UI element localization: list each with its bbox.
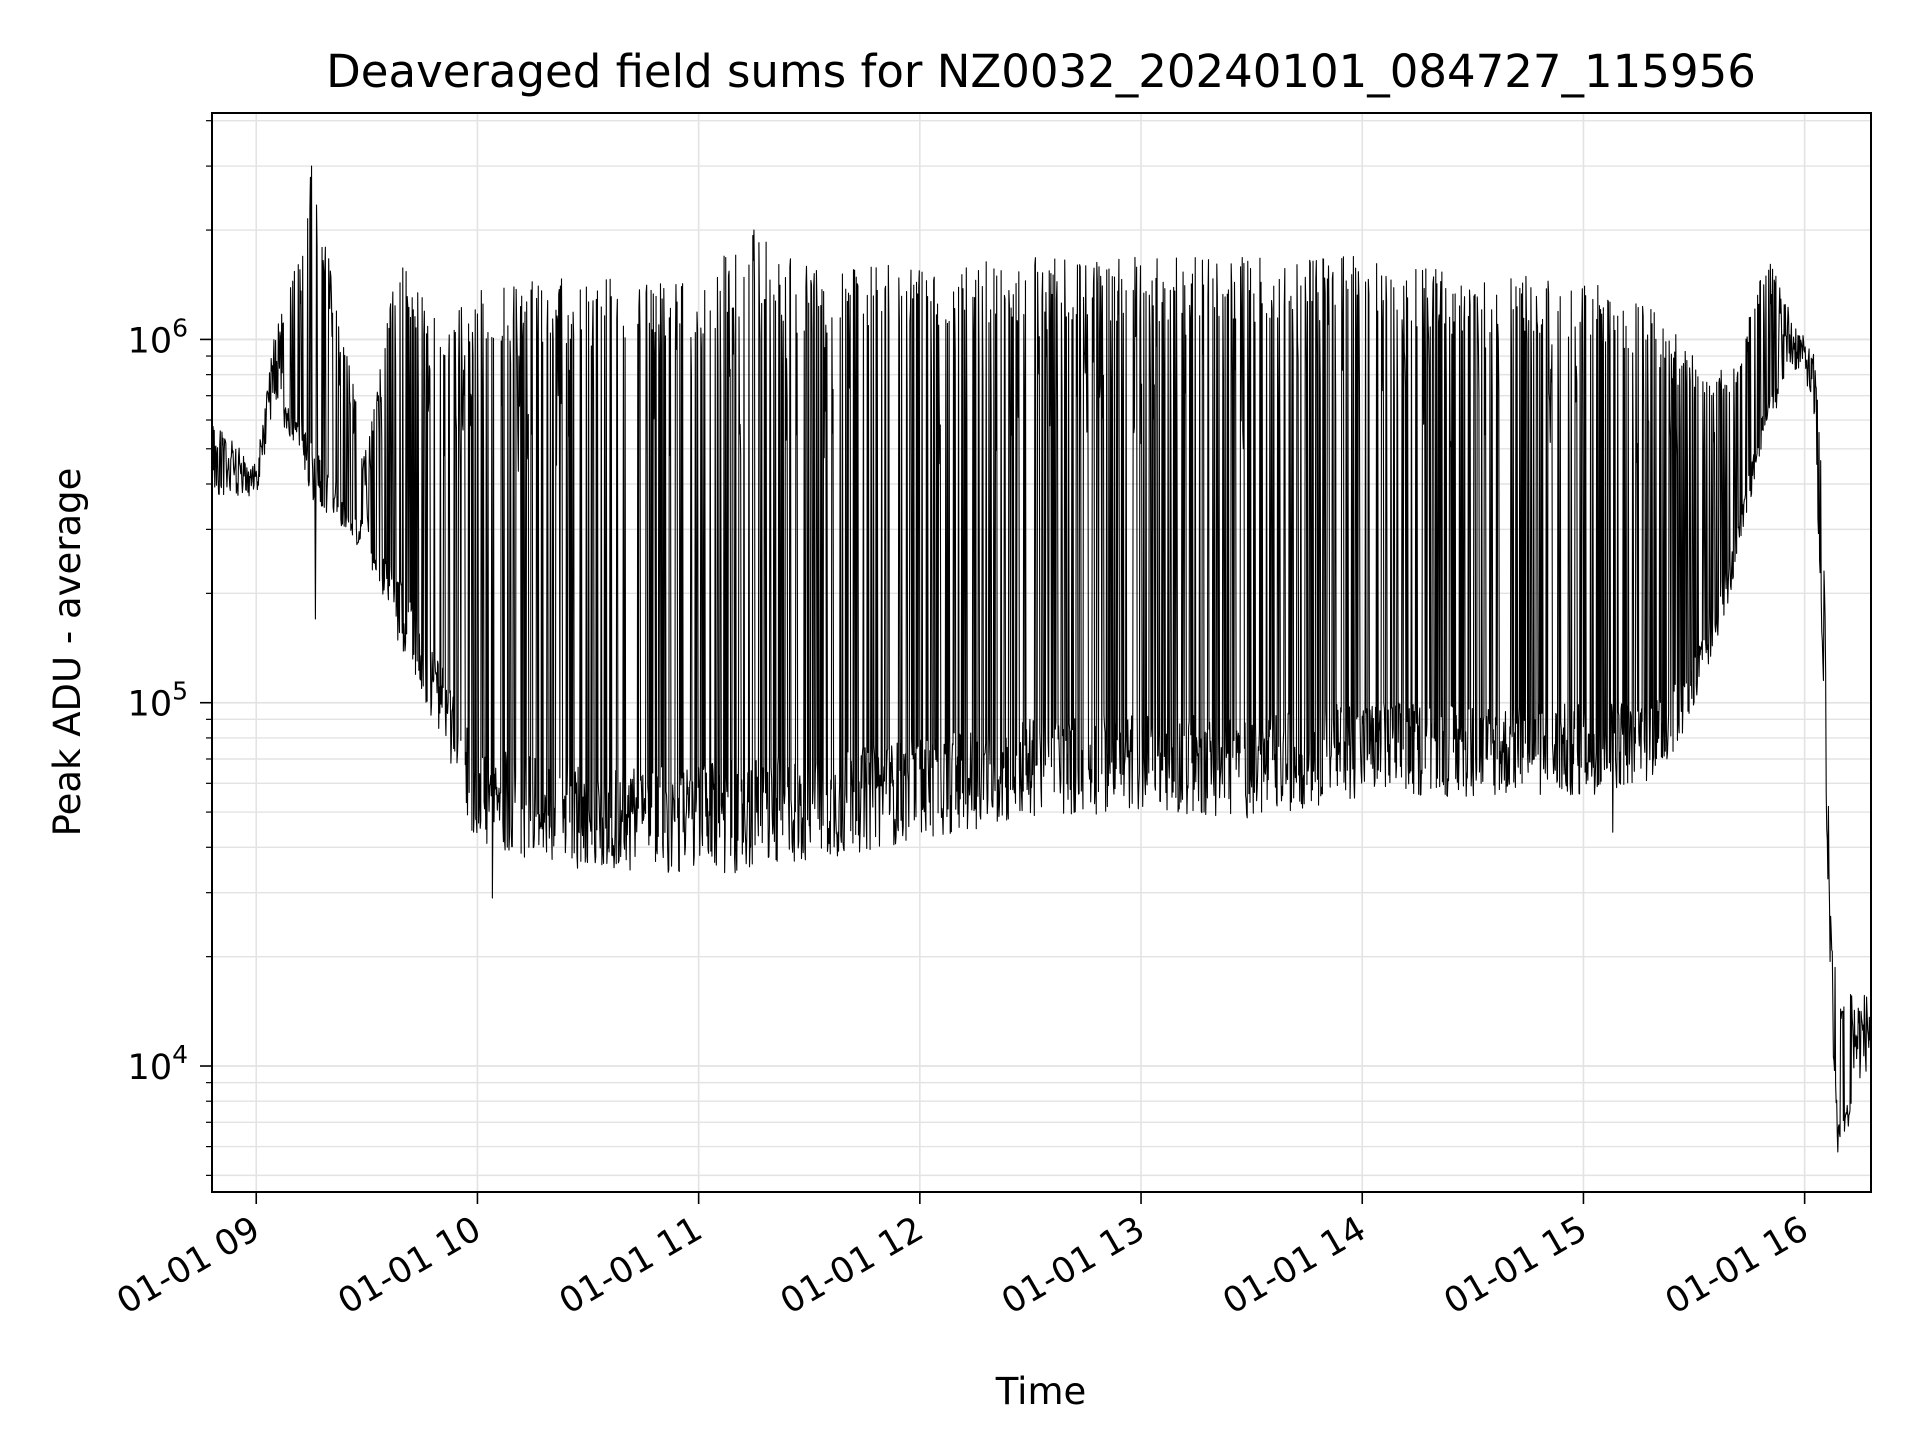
y-tick-exponent: 6 <box>172 313 188 342</box>
y-tick-label: 105 <box>128 677 188 725</box>
y-tick-label: 106 <box>128 313 188 361</box>
y-tick-base: 10 <box>128 1048 173 1088</box>
y-tick-exponent: 4 <box>172 1040 188 1069</box>
x-axis-label: Time <box>995 1370 1087 1413</box>
chart-title: Deaveraged field sums for NZ0032_2024010… <box>326 45 1756 98</box>
y-axis-label: Peak ADU - average <box>46 468 89 837</box>
y-tick-exponent: 5 <box>172 677 188 706</box>
axes-frame <box>211 112 1872 1193</box>
y-tick-label: 104 <box>128 1040 188 1088</box>
y-tick-base: 10 <box>128 321 173 361</box>
y-tick-base: 10 <box>128 685 173 725</box>
series-line <box>212 165 1871 1153</box>
plot-data-area <box>212 165 1871 1153</box>
